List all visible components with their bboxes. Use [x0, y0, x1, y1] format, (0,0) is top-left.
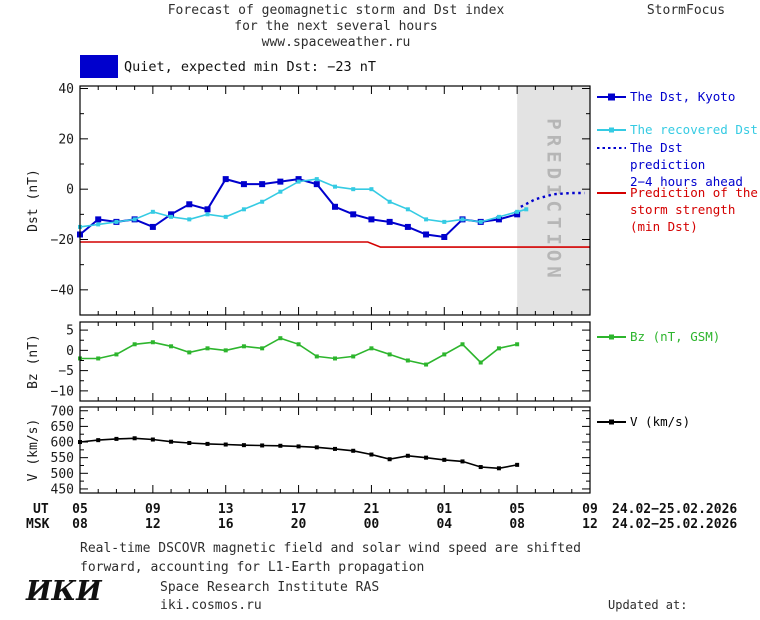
ut-tick-label: 01 — [436, 502, 452, 517]
title-line-1: Forecast of geomagnetic storm and Dst in… — [167, 3, 505, 18]
institute-site: iki.cosmos.ru — [160, 598, 262, 613]
series-dst-kyoto — [77, 176, 521, 240]
msk-tick-label: 20 — [291, 517, 307, 532]
ytick-label: 0 — [66, 183, 74, 198]
ytick-label: 650 — [51, 420, 74, 435]
msk-tick-label: 16 — [218, 517, 234, 532]
series-recovered-dst — [78, 177, 529, 229]
ytick-label: 450 — [51, 482, 74, 497]
prediction-watermark: PREDICTION — [543, 118, 565, 282]
msk-tick-label: 12 — [582, 517, 598, 532]
ytick-label: 0 — [66, 344, 74, 359]
ytick-label: −40 — [51, 283, 74, 298]
institute-name: Space Research Institute RAS — [160, 580, 380, 595]
y-axis-label-bz: Bz (nT) — [26, 334, 41, 389]
ytick-label: 5 — [66, 324, 74, 339]
ut-tick-label: 21 — [364, 502, 380, 517]
ytick-label: −20 — [51, 233, 74, 248]
ut-tick-label: 13 — [218, 502, 234, 517]
ytick-label: 700 — [51, 404, 74, 419]
footer-note-line-1: Real-time DSCOVR magnetic field and sola… — [80, 541, 581, 556]
panel-dst: PREDICTION 40 20 0 −20 −40 Dst (nT) — [26, 82, 591, 316]
ut-tick-label: 05 — [72, 502, 88, 517]
ut-tick-label: 09 — [145, 502, 161, 517]
msk-tick-label: 08 — [72, 517, 88, 532]
series-bz-gsm — [78, 336, 520, 367]
footer-note: Real-time DSCOVR magnetic field and sola… — [80, 539, 581, 577]
series-min-dst-prediction — [80, 241, 590, 248]
ut-tick-label: 05 — [509, 502, 525, 517]
prediction-region — [517, 86, 590, 315]
y-axis-label-dst: Dst (nT) — [26, 169, 41, 232]
status-color-box — [80, 55, 118, 78]
updated-label: Updated at: — [608, 598, 688, 612]
ut-row-label: UT — [33, 502, 49, 517]
msk-row-label: MSK — [26, 517, 50, 532]
msk-tick-label: 12 — [145, 517, 161, 532]
ytick-label: 550 — [51, 451, 74, 466]
time-axis: UTMSK0508091213161720210001040508091224.… — [26, 502, 737, 532]
date-range-msk: 24.02−25.02.2026 — [612, 517, 737, 532]
date-range-ut: 24.02−25.02.2026 — [612, 502, 737, 517]
iki-logo: ИКИ — [26, 576, 102, 607]
updated-block: Updated at: UT 05:05, 25.02.2026 MSK 08:… — [608, 567, 760, 620]
ytick-label: 500 — [51, 467, 74, 482]
ut-tick-label: 17 — [291, 502, 307, 517]
status-text: Quiet, expected min Dst: −23 nT — [124, 59, 376, 75]
ytick-label: −10 — [51, 384, 74, 399]
brand-name: StormFocus — [646, 3, 726, 18]
title-site-url: www.spaceweather.ru — [261, 35, 411, 50]
ytick-label: 40 — [58, 82, 74, 97]
series-v-wind — [78, 436, 520, 471]
y-axis-label-v: V (km/s) — [26, 419, 41, 482]
page-title: Forecast of geomagnetic storm and Dst in… — [80, 3, 592, 51]
msk-tick-label: 00 — [364, 517, 380, 532]
ytick-label: −5 — [58, 364, 74, 379]
msk-tick-label: 04 — [436, 517, 452, 532]
ytick-label: 600 — [51, 436, 74, 451]
title-line-2: for the next several hours — [234, 19, 438, 34]
panel-bz: 5 0 −5 −10 Bz (nT) — [26, 321, 591, 402]
ut-tick-label: 09 — [582, 502, 598, 517]
footer-note-line-2: forward, accounting for L1-Earth propaga… — [80, 560, 425, 575]
msk-tick-label: 08 — [509, 517, 525, 532]
ytick-label: 20 — [58, 132, 74, 147]
